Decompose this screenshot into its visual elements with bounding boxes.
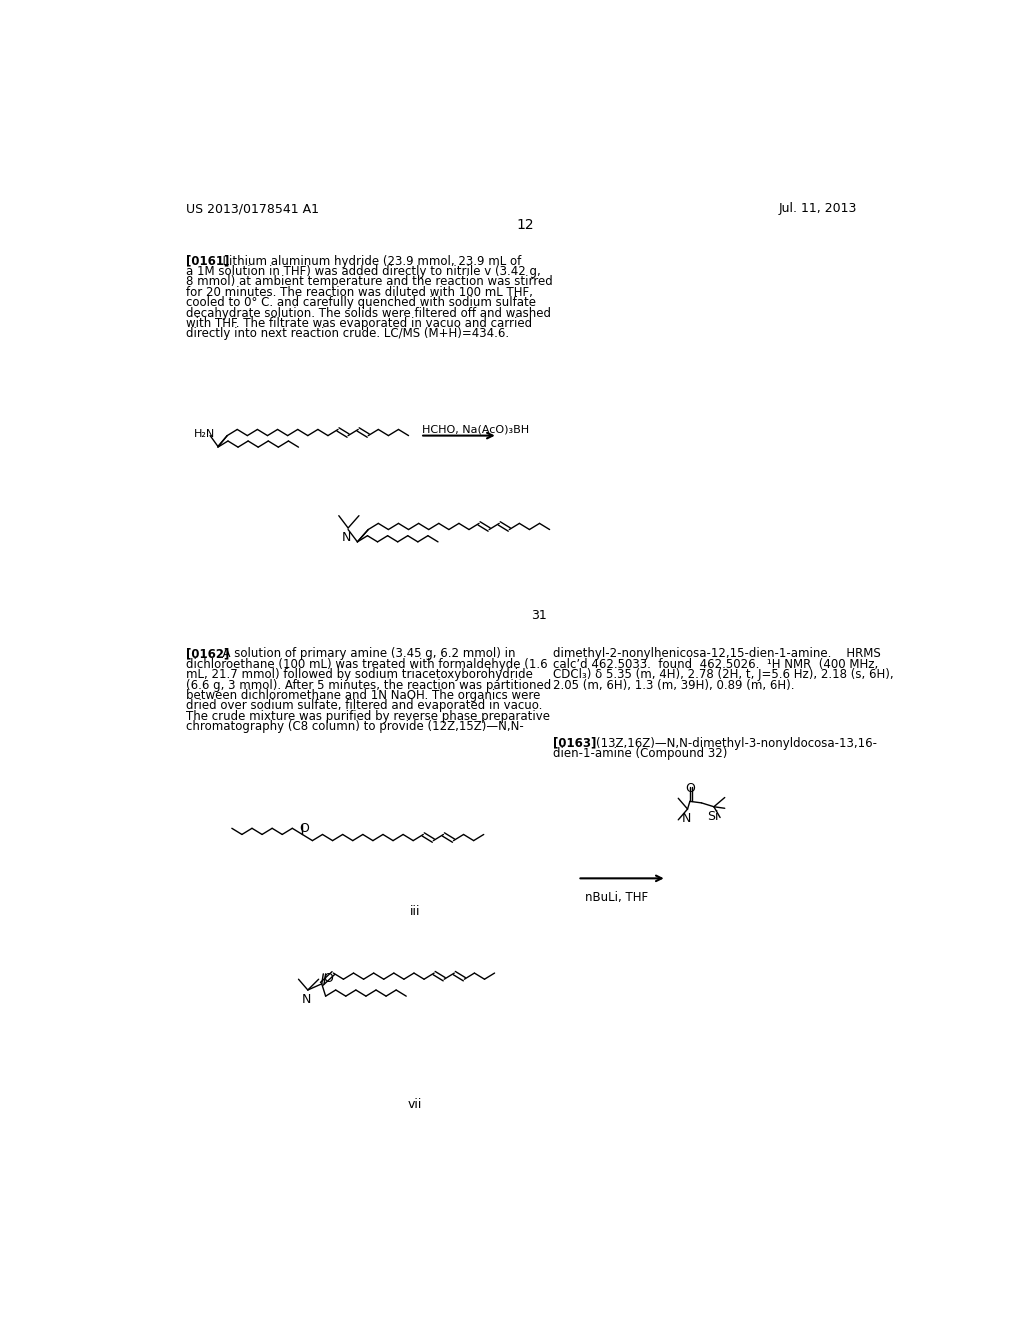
Text: dichloroethane (100 mL) was treated with formaldehyde (1.6: dichloroethane (100 mL) was treated with… — [186, 657, 548, 671]
Text: Si: Si — [707, 810, 719, 822]
Text: (13Z,16Z)—N,N-dimethyl-3-nonyldocosa-13,16-: (13Z,16Z)—N,N-dimethyl-3-nonyldocosa-13,… — [582, 737, 878, 750]
Text: [0161]: [0161] — [186, 255, 229, 268]
Text: dien-1-amine (Compound 32): dien-1-amine (Compound 32) — [553, 747, 727, 760]
Text: cooled to 0° C. and carefully quenched with sodium sulfate: cooled to 0° C. and carefully quenched w… — [186, 296, 537, 309]
Text: A solution of primary amine (3.45 g, 6.2 mmol) in: A solution of primary amine (3.45 g, 6.2… — [215, 647, 515, 660]
Text: N: N — [681, 812, 691, 825]
Text: The crude mixture was purified by reverse phase preparative: The crude mixture was purified by revers… — [186, 710, 550, 723]
Text: Lithium aluminum hydride (23.9 mmol, 23.9 mL of: Lithium aluminum hydride (23.9 mmol, 23.… — [215, 255, 521, 268]
Text: [0162]: [0162] — [186, 647, 229, 660]
Text: US 2013/0178541 A1: US 2013/0178541 A1 — [186, 202, 319, 215]
Text: calc’d 462.5033.  found  462.5026.  ¹H NMR  (400 MHz,: calc’d 462.5033. found 462.5026. ¹H NMR … — [553, 657, 878, 671]
Text: for 20 minutes. The reaction was diluted with 100 mL THF,: for 20 minutes. The reaction was diluted… — [186, 286, 534, 298]
Text: between dichloromethane and 1N NaOH. The organics were: between dichloromethane and 1N NaOH. The… — [186, 689, 541, 702]
Text: with THF. The filtrate was evaporated in vacuo and carried: with THF. The filtrate was evaporated in… — [186, 317, 532, 330]
Text: Jul. 11, 2013: Jul. 11, 2013 — [778, 202, 856, 215]
Text: (6.6 g, 3 mmol). After 5 minutes, the reaction was partitioned: (6.6 g, 3 mmol). After 5 minutes, the re… — [186, 678, 551, 692]
Text: decahydrate solution. The solids were filtered off and washed: decahydrate solution. The solids were fi… — [186, 306, 551, 319]
Text: vii: vii — [408, 1098, 422, 1111]
Text: mL, 21.7 mmol) followed by sodium triacetoxyborohydride: mL, 21.7 mmol) followed by sodium triace… — [186, 668, 534, 681]
Text: O: O — [685, 781, 695, 795]
Text: HCHO, Na(AcO)₃BH: HCHO, Na(AcO)₃BH — [423, 424, 529, 434]
Text: a 1M solution in THF) was added directly to nitrile v (3.42 g,: a 1M solution in THF) was added directly… — [186, 265, 541, 279]
Text: N: N — [342, 531, 351, 544]
Text: 8 mmol) at ambient temperature and the reaction was stirred: 8 mmol) at ambient temperature and the r… — [186, 276, 553, 289]
Text: dried over sodium sulfate, filtered and evaporated in vacuo.: dried over sodium sulfate, filtered and … — [186, 700, 543, 713]
Text: chromatography (C8 column) to provide (12Z,15Z)—N,N-: chromatography (C8 column) to provide (1… — [186, 721, 524, 733]
Text: N: N — [302, 993, 311, 1006]
Text: [0163]: [0163] — [553, 737, 596, 750]
Text: H₂N: H₂N — [194, 429, 215, 438]
Text: O: O — [324, 973, 333, 985]
Text: 12: 12 — [516, 218, 534, 232]
Text: 31: 31 — [530, 609, 547, 622]
Text: 2.05 (m, 6H), 1.3 (m, 39H), 0.89 (m, 6H).: 2.05 (m, 6H), 1.3 (m, 39H), 0.89 (m, 6H)… — [553, 678, 795, 692]
Text: CDCl₃) δ 5.35 (m, 4H), 2.78 (2H, t, J=5.6 Hz), 2.18 (s, 6H),: CDCl₃) δ 5.35 (m, 4H), 2.78 (2H, t, J=5.… — [553, 668, 893, 681]
Text: O: O — [299, 822, 309, 836]
Text: iii: iii — [410, 906, 420, 919]
Text: nBuLi, THF: nBuLi, THF — [586, 891, 648, 904]
Text: directly into next reaction crude. LC/MS (M+H)=434.6.: directly into next reaction crude. LC/MS… — [186, 327, 509, 341]
Text: dimethyl-2-nonylhenicosa-12,15-dien-1-amine.    HRMS: dimethyl-2-nonylhenicosa-12,15-dien-1-am… — [553, 647, 881, 660]
